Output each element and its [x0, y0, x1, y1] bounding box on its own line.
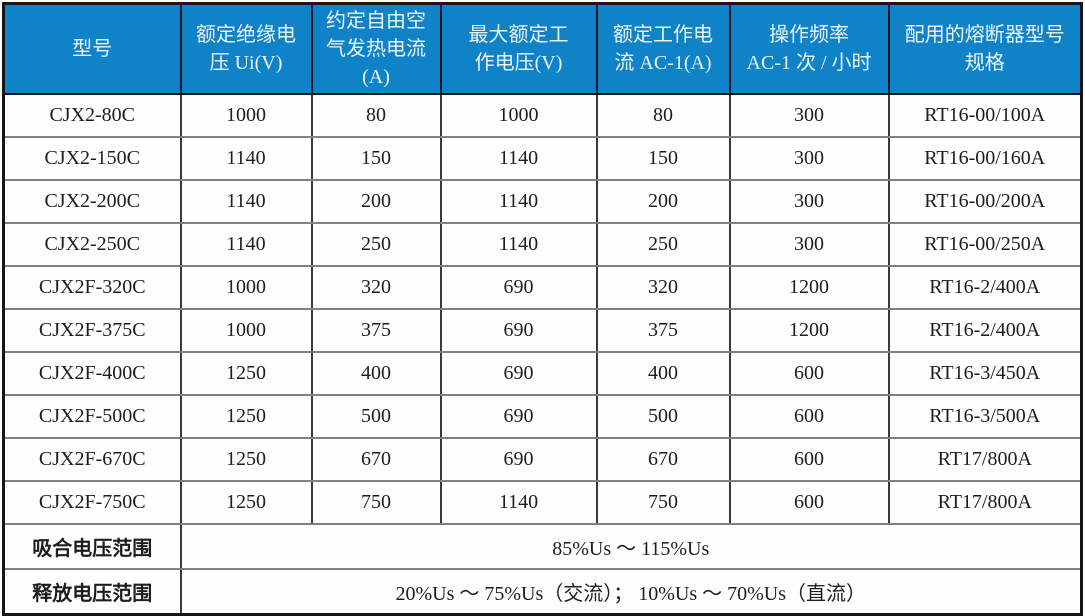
release-voltage-value: 20%Us ～ 75%Us（交流）； 10%Us ～ 70%Us（直流） [179, 568, 1083, 615]
value-cell: 1250 [179, 351, 313, 396]
fuse-cell: RT16-00/100A [887, 93, 1083, 138]
fuse-cell: RT17/800A [887, 480, 1083, 525]
value-cell: 1000 [179, 265, 313, 310]
value-cell: 1140 [179, 136, 313, 181]
value-cell: 1140 [179, 179, 313, 224]
fuse-cell: RT16-3/500A [887, 394, 1083, 439]
fuse-cell: RT16-00/200A [887, 179, 1083, 224]
model-cell: CJX2F-400C [2, 351, 182, 396]
table-row: CJX2F-500C 1250 500 690 500 600 RT16-3/5… [2, 394, 1083, 439]
table-header: 型号 额定绝缘电 压 Ui(V) 约定自由空 气发热电流 (A) 最大额定工 作… [2, 2, 1083, 95]
value-cell: 750 [595, 480, 731, 525]
fuse-cell: RT16-2/400A [887, 265, 1083, 310]
value-cell: 150 [310, 136, 442, 181]
value-cell: 690 [439, 394, 598, 439]
value-cell: 1000 [439, 93, 598, 138]
fuse-cell: RT16-2/400A [887, 308, 1083, 353]
value-cell: 600 [728, 437, 890, 482]
value-cell: 250 [595, 222, 731, 267]
column-header-fuse-spec: 配用的熔断器型号 规格 [887, 2, 1083, 95]
table-footer: 吸合电压范围 85%Us ～ 115%Us 释放电压范围 20%Us ～ 75%… [2, 523, 1083, 615]
value-cell: 80 [310, 93, 442, 138]
value-cell: 600 [728, 480, 890, 525]
value-cell: 320 [310, 265, 442, 310]
model-cell: CJX2F-750C [2, 480, 182, 525]
header-row: 型号 额定绝缘电 压 Ui(V) 约定自由空 气发热电流 (A) 最大额定工 作… [2, 2, 1083, 95]
value-cell: 1140 [179, 222, 313, 267]
value-cell: 690 [439, 351, 598, 396]
column-header-max-working-voltage: 最大额定工 作电压(V) [439, 2, 598, 95]
value-cell: 300 [728, 222, 890, 267]
column-header-operating-frequency: 操作频率 AC-1 次 / 小时 [728, 2, 890, 95]
fuse-cell: RT16-3/450A [887, 351, 1083, 396]
value-cell: 300 [728, 93, 890, 138]
value-cell: 600 [728, 351, 890, 396]
pickup-voltage-row: 吸合电压范围 85%Us ～ 115%Us [2, 523, 1083, 570]
value-cell: 375 [595, 308, 731, 353]
fuse-cell: RT16-00/160A [887, 136, 1083, 181]
value-cell: 600 [728, 394, 890, 439]
value-cell: 200 [310, 179, 442, 224]
value-cell: 1140 [439, 179, 598, 224]
value-cell: 300 [728, 136, 890, 181]
model-cell: CJX2-80C [2, 93, 182, 138]
value-cell: 1250 [179, 437, 313, 482]
value-cell: 500 [310, 394, 442, 439]
value-cell: 250 [310, 222, 442, 267]
table-row: CJX2-200C 1140 200 1140 200 300 RT16-00/… [2, 179, 1083, 224]
model-cell: CJX2-150C [2, 136, 182, 181]
value-cell: 1200 [728, 308, 890, 353]
table-row: CJX2-150C 1140 150 1140 150 300 RT16-00/… [2, 136, 1083, 181]
column-header-insulation-voltage: 额定绝缘电 压 Ui(V) [179, 2, 313, 95]
value-cell: 150 [595, 136, 731, 181]
value-cell: 1140 [439, 222, 598, 267]
value-cell: 670 [595, 437, 731, 482]
fuse-cell: RT17/800A [887, 437, 1083, 482]
model-cell: CJX2-250C [2, 222, 182, 267]
value-cell: 1000 [179, 308, 313, 353]
model-cell: CJX2F-670C [2, 437, 182, 482]
value-cell: 400 [310, 351, 442, 396]
pickup-voltage-value: 85%Us ～ 115%Us [179, 523, 1083, 570]
column-header-thermal-current: 约定自由空 气发热电流 (A) [310, 2, 442, 95]
value-cell: 1140 [439, 480, 598, 525]
value-cell: 690 [439, 308, 598, 353]
value-cell: 375 [310, 308, 442, 353]
table-row: CJX2F-400C 1250 400 690 400 600 RT16-3/4… [2, 351, 1083, 396]
value-cell: 300 [728, 179, 890, 224]
column-header-working-current: 额定工作电 流 AC-1(A) [595, 2, 731, 95]
release-voltage-label: 释放电压范围 [2, 568, 182, 615]
pickup-voltage-label: 吸合电压范围 [2, 523, 182, 570]
value-cell: 320 [595, 265, 731, 310]
table-body: CJX2-80C 1000 80 1000 80 300 RT16-00/100… [2, 93, 1083, 525]
fuse-cell: RT16-00/250A [887, 222, 1083, 267]
table-row: CJX2F-375C 1000 375 690 375 1200 RT16-2/… [2, 308, 1083, 353]
value-cell: 1200 [728, 265, 890, 310]
value-cell: 690 [439, 437, 598, 482]
table-row: CJX2F-670C 1250 670 690 670 600 RT17/800… [2, 437, 1083, 482]
value-cell: 200 [595, 179, 731, 224]
value-cell: 400 [595, 351, 731, 396]
value-cell: 750 [310, 480, 442, 525]
table-row: CJX2F-750C 1250 750 1140 750 600 RT17/80… [2, 480, 1083, 525]
value-cell: 670 [310, 437, 442, 482]
value-cell: 1250 [179, 394, 313, 439]
value-cell: 1250 [179, 480, 313, 525]
value-cell: 80 [595, 93, 731, 138]
model-cell: CJX2F-375C [2, 308, 182, 353]
value-cell: 500 [595, 394, 731, 439]
model-cell: CJX2-200C [2, 179, 182, 224]
release-voltage-row: 释放电压范围 20%Us ～ 75%Us（交流）； 10%Us ～ 70%Us（… [2, 568, 1083, 615]
table-row: CJX2F-320C 1000 320 690 320 1200 RT16-2/… [2, 265, 1083, 310]
value-cell: 690 [439, 265, 598, 310]
value-cell: 1140 [439, 136, 598, 181]
model-cell: CJX2F-320C [2, 265, 182, 310]
column-header-model: 型号 [2, 2, 182, 95]
value-cell: 1000 [179, 93, 313, 138]
table-row: CJX2-250C 1140 250 1140 250 300 RT16-00/… [2, 222, 1083, 267]
model-cell: CJX2F-500C [2, 394, 182, 439]
table-row: CJX2-80C 1000 80 1000 80 300 RT16-00/100… [2, 93, 1083, 138]
